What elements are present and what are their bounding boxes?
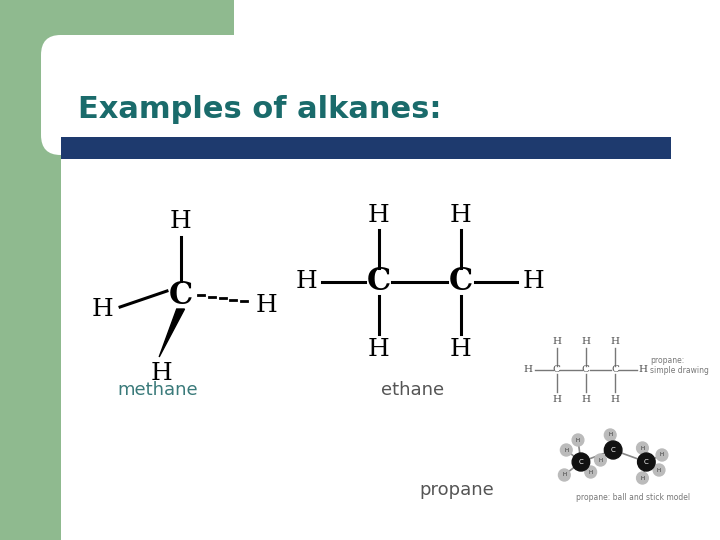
Text: H: H (450, 338, 472, 361)
Text: H: H (640, 446, 644, 450)
Text: H: H (576, 437, 580, 442)
Circle shape (636, 442, 648, 454)
Text: C: C (366, 267, 391, 298)
Text: C: C (582, 366, 590, 375)
Text: H: H (581, 395, 590, 403)
Text: H: H (611, 336, 620, 346)
Circle shape (636, 472, 648, 484)
Text: H: H (552, 395, 561, 403)
Text: H: H (564, 448, 568, 453)
Text: H: H (150, 361, 172, 384)
Text: H: H (296, 271, 318, 294)
Text: H: H (170, 210, 192, 233)
Text: ethane: ethane (381, 381, 444, 399)
Text: C: C (611, 366, 619, 375)
Bar (0, 0, 234, 92)
Circle shape (604, 429, 616, 441)
Circle shape (637, 453, 655, 471)
Circle shape (560, 444, 572, 456)
Text: H: H (552, 336, 561, 346)
Text: H: H (598, 457, 603, 462)
Text: C: C (449, 267, 473, 298)
Circle shape (656, 449, 668, 461)
Text: H: H (589, 469, 593, 475)
Text: H: H (639, 366, 648, 375)
Text: methane: methane (117, 381, 198, 399)
Text: H: H (522, 271, 544, 294)
Text: C: C (552, 366, 561, 375)
Text: C: C (644, 459, 649, 465)
Circle shape (572, 453, 590, 471)
Text: H: H (562, 472, 567, 477)
Circle shape (604, 441, 622, 459)
Text: H: H (256, 294, 277, 316)
Text: propane: propane (420, 481, 495, 499)
Text: propane:
simple drawing: propane: simple drawing (650, 356, 709, 375)
Circle shape (595, 454, 606, 466)
Polygon shape (159, 309, 184, 357)
Text: H: H (368, 338, 390, 361)
Text: propane: ball and stick model: propane: ball and stick model (576, 493, 690, 502)
Circle shape (559, 469, 570, 481)
Text: H: H (611, 395, 620, 403)
Text: Examples of alkanes:: Examples of alkanes: (78, 96, 441, 125)
Text: C: C (168, 280, 193, 310)
Bar (60, 137, 671, 159)
Bar (0, 0, 60, 540)
Text: H: H (91, 298, 113, 321)
Text: H: H (523, 366, 533, 375)
Text: C: C (611, 447, 616, 453)
Text: H: H (660, 453, 664, 457)
Circle shape (585, 466, 597, 478)
Text: H: H (450, 204, 472, 226)
Text: H: H (640, 476, 644, 481)
Text: H: H (657, 468, 661, 472)
Text: C: C (579, 459, 583, 465)
FancyBboxPatch shape (41, 35, 271, 155)
Circle shape (653, 464, 665, 476)
Text: H: H (581, 336, 590, 346)
Circle shape (572, 434, 584, 446)
Text: H: H (608, 433, 612, 437)
Text: H: H (368, 204, 390, 226)
